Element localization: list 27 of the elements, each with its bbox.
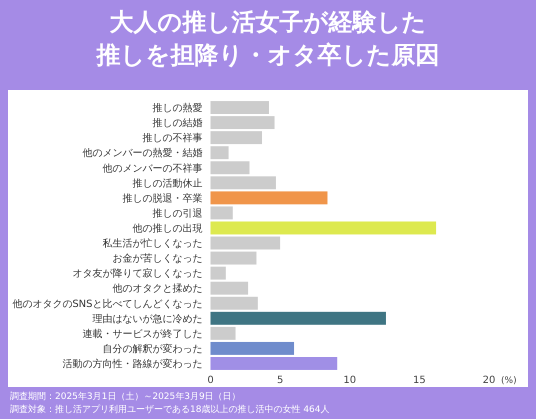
- y-tick-label: 自分の解釈が変わった: [102, 342, 202, 355]
- y-tick-label: 推しの引退: [152, 207, 202, 220]
- x-tick-label: 0: [207, 375, 214, 386]
- x-tick-label: 10: [343, 375, 356, 386]
- y-tick-label: 推しの不祥事: [142, 132, 202, 144]
- y-tick-label: 他のオタクのSNSと比べてしんどくなった: [12, 298, 202, 310]
- y-tick-label: 推しの熱愛: [152, 102, 202, 114]
- x-tick-label: 15: [413, 375, 426, 386]
- y-tick-label: 活動の方向性・路線が変わった: [62, 358, 202, 370]
- y-tick-label: 他のメンバーの不祥事: [102, 162, 202, 174]
- y-tick-label: 推しの結婚: [152, 117, 202, 130]
- text: 調査期間：2025年3月1日（土）～2025年3月9日（日）: [10, 391, 241, 402]
- y-tick-label: 他のオタクと揉めた: [112, 282, 202, 295]
- chart-title: 大人の推し活女子が経験した推しを担降り・オタ卒した原因: [96, 8, 440, 69]
- y-tick-label: 推しの活動休止: [132, 177, 202, 190]
- y-tick-label: 他のメンバーの熱愛・結婚: [82, 147, 202, 160]
- text: 調査対象：推し活アプリ利用ユーザーである18歳以上の推し活中の女性 464人: [10, 404, 330, 415]
- x-tick-label: 20: [482, 375, 496, 386]
- x-axis-title: (%): [501, 376, 517, 386]
- y-tick-label: 理由はないが急に冷めた: [92, 312, 202, 325]
- y-tick-label: 推しの脱退・卒業: [122, 192, 202, 204]
- y-tick-label: 連載・サービスが終了した: [82, 328, 202, 340]
- y-tick-label: オタ友が降りて寂しくなった: [72, 268, 202, 280]
- y-tick-label: 私生活が忙しくなった: [102, 238, 202, 250]
- y-tick-label: 他の推しの出現: [132, 222, 202, 234]
- x-tick-label: 5: [276, 375, 284, 386]
- y-tick-label: お金が苦しくなった: [112, 252, 202, 265]
